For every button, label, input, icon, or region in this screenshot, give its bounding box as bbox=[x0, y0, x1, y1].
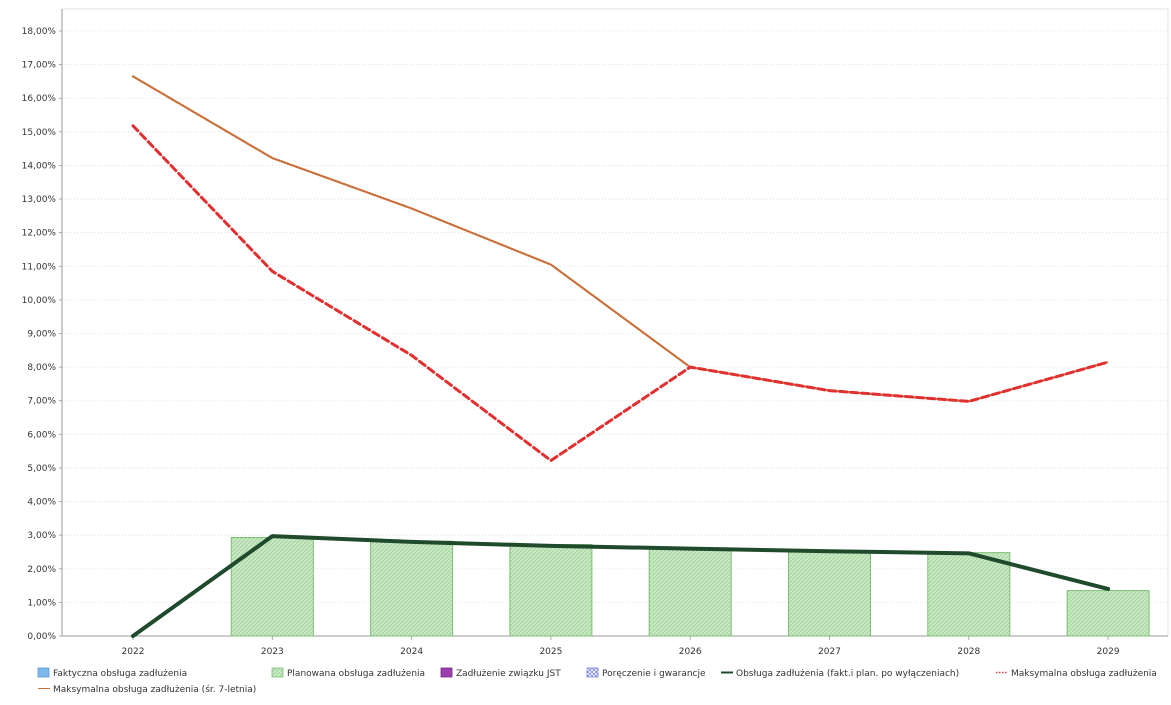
legend-guarantees: Poręczenie i gwarancje bbox=[586, 667, 706, 679]
bar-planned-2028 bbox=[927, 552, 1011, 637]
y-tick-label: 10,00% bbox=[22, 296, 57, 306]
y-tick-label: 18,00% bbox=[22, 27, 57, 37]
y-tick-label: 1,00% bbox=[27, 598, 56, 608]
y-tick-label: 11,00% bbox=[22, 262, 57, 272]
y-tick-label: 9,00% bbox=[27, 330, 56, 340]
line-max-debt-service-7yr bbox=[131, 75, 1110, 403]
y-tick-label: 16,00% bbox=[22, 94, 57, 104]
legend-label: Planowana obsługa zadłużenia bbox=[287, 669, 425, 679]
legend-label: Poręczenie i gwarancje bbox=[602, 669, 706, 679]
legend-actual: Faktyczna obsługa zadłużenia bbox=[37, 667, 187, 679]
y-tick-label: 6,00% bbox=[27, 430, 56, 440]
legend-swatch bbox=[37, 667, 50, 678]
legend-label: Maksymalna obsługa zadłużenia bbox=[1011, 669, 1157, 679]
legend: Faktyczna obsługa zadłużenia Planowana ob… bbox=[37, 667, 1157, 695]
bar-planned-2023 bbox=[230, 537, 314, 637]
bar-planned-2025 bbox=[509, 544, 593, 637]
legend-debt-service: Obsługa zadłużenia (fakt.i plan. po wyłą… bbox=[721, 669, 959, 679]
y-tick-label: 8,00% bbox=[27, 363, 56, 373]
bar-planned-2026 bbox=[648, 547, 732, 637]
bar-planned-2029 bbox=[1066, 590, 1150, 637]
y-tick-label: 15,00% bbox=[22, 128, 57, 138]
bar-planned-2024 bbox=[370, 540, 454, 637]
plot-border bbox=[61, 8, 1169, 637]
y-tick-label: 0,00% bbox=[27, 632, 56, 642]
y-tick-label: 4,00% bbox=[27, 498, 56, 508]
x-tick-label: 2028 bbox=[957, 647, 980, 657]
x-tick-label: 2029 bbox=[1097, 647, 1120, 657]
x-tick-label: 2024 bbox=[400, 647, 423, 657]
grid-lines bbox=[61, 8, 1169, 637]
legend-label: Maksymalna obsługa zadłużenia (śr. 7-let… bbox=[53, 684, 256, 695]
x-tick-label: 2026 bbox=[679, 647, 702, 657]
y-tick-label: 12,00% bbox=[22, 229, 57, 239]
legend-label: Zadłużenie związku JST bbox=[456, 669, 561, 679]
y-tick-label: 2,00% bbox=[27, 565, 56, 575]
legend-label: Faktyczna obsługa zadłużenia bbox=[53, 669, 187, 679]
legend-planned: Planowana obsługa zadłużenia bbox=[271, 667, 425, 679]
line-max-debt-service bbox=[131, 124, 1110, 463]
y-tick-label: 7,00% bbox=[27, 397, 56, 407]
y-tick-label: 13,00% bbox=[22, 195, 57, 205]
legend-max-debt-service: Maksymalna obsługa zadłużenia bbox=[996, 669, 1157, 679]
y-tick-label: 5,00% bbox=[27, 464, 56, 474]
y-tick-label: 14,00% bbox=[22, 161, 57, 171]
legend-union-debt: Zadłużenie związku JST bbox=[440, 667, 561, 679]
legend-label: Obsługa zadłużenia (fakt.i plan. po wyłą… bbox=[736, 669, 959, 679]
y-tick-label: 3,00% bbox=[27, 531, 56, 541]
bar-planned-2027 bbox=[788, 550, 871, 637]
x-tick-label: 2025 bbox=[539, 647, 562, 657]
legend-max-debt-service-7yr: Maksymalna obsługa zadłużenia (śr. 7-let… bbox=[38, 684, 256, 695]
series-lines bbox=[131, 75, 1111, 638]
legend-swatch bbox=[586, 667, 599, 678]
line-debt-service bbox=[131, 534, 1111, 638]
x-tick-label: 2027 bbox=[818, 647, 841, 657]
legend-swatch bbox=[440, 667, 453, 678]
x-tick-label: 2023 bbox=[261, 647, 284, 657]
y-tick-label: 17,00% bbox=[22, 61, 57, 71]
x-tick-label: 2022 bbox=[122, 647, 145, 657]
bars bbox=[230, 537, 1150, 637]
legend-swatch bbox=[271, 667, 284, 678]
